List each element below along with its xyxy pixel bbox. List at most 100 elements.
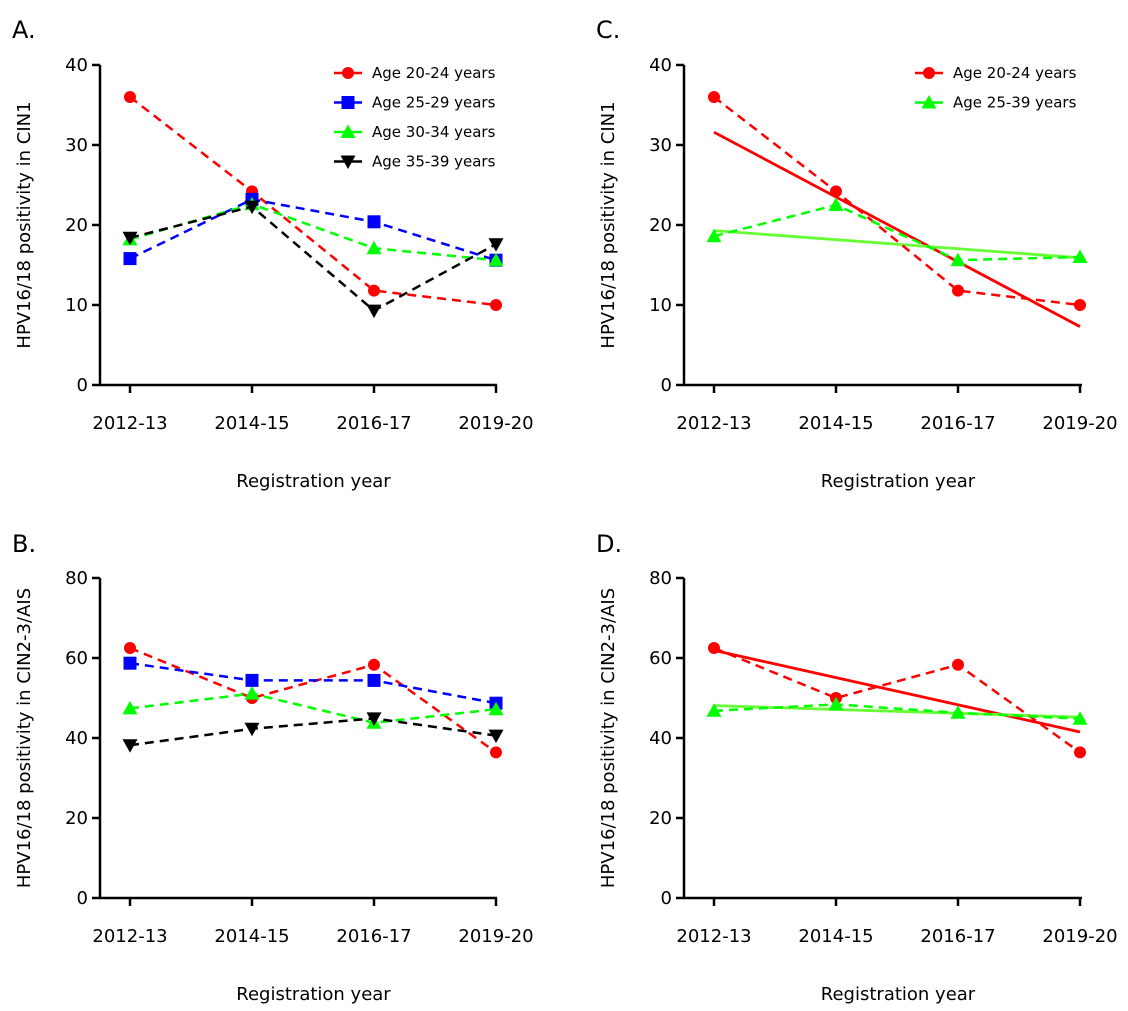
- data-point: [124, 91, 136, 103]
- data-point: [830, 185, 842, 198]
- data-point: [490, 299, 502, 311]
- x-tick-label: 2016-17: [336, 926, 411, 947]
- x-tick-label: 2016-17: [920, 413, 995, 434]
- series-line: [129, 96, 497, 307]
- data-point: [1074, 746, 1086, 759]
- data-point: [828, 197, 844, 211]
- data-point: [367, 673, 381, 687]
- data-point: [950, 705, 966, 719]
- series-line: [129, 692, 497, 725]
- y-tick-label: 20: [65, 808, 88, 829]
- y-tick-label: 0: [661, 888, 672, 909]
- y-axis-title: HPV16/18 positivity in CIN1: [598, 101, 619, 348]
- data-point: [123, 656, 137, 670]
- x-tick-label: 2019-20: [1042, 926, 1117, 947]
- y-tick-label: 40: [65, 55, 88, 76]
- data-point: [1074, 299, 1086, 311]
- data-point: [706, 703, 722, 717]
- data-point: [708, 91, 720, 103]
- series-line: [713, 96, 1081, 307]
- series-4: [122, 712, 504, 753]
- data-point: [244, 200, 260, 215]
- x-tick-label: 2019-20: [458, 413, 533, 434]
- x-tick-label: 2019-20: [458, 926, 533, 947]
- data-point: [366, 712, 382, 726]
- data-point: [950, 252, 966, 267]
- data-point: [122, 231, 138, 246]
- data-point: [952, 658, 964, 671]
- panel-label: C.: [596, 16, 620, 44]
- data-point: [708, 642, 720, 654]
- series-line: [713, 703, 1081, 721]
- chart-panel-3: C. 0 10 20 30 40 2012-13 2014-15 2016-17 2019-20 R…: [596, 16, 1118, 492]
- x-tick-label: 2019-20: [1042, 413, 1117, 434]
- legend-marker: [340, 124, 356, 138]
- series-1: [708, 642, 1086, 759]
- y-tick-label: 60: [649, 648, 672, 669]
- data-point: [1072, 249, 1088, 263]
- data-point: [122, 700, 138, 715]
- data-point: [952, 284, 964, 297]
- legend-marker: [341, 96, 355, 109]
- legend-marker: [342, 67, 354, 79]
- series-line: [129, 198, 497, 262]
- legend-label: Age 25-39 years: [953, 94, 1077, 112]
- x-tick-label: 2014-15: [798, 926, 873, 947]
- trend-line: [713, 229, 1081, 260]
- data-point: [366, 304, 382, 319]
- series-2: [706, 197, 1088, 267]
- data-point: [245, 673, 259, 687]
- y-tick-label: 0: [661, 375, 672, 396]
- series-line: [129, 661, 497, 705]
- x-tick-label: 2014-15: [798, 413, 873, 434]
- x-tick-label: 2012-13: [92, 413, 167, 434]
- y-tick-label: 20: [65, 215, 88, 236]
- legend-label: Age 25-29 years: [372, 94, 496, 112]
- x-tick-label: 2014-15: [214, 413, 289, 434]
- y-tick-label: 30: [649, 135, 672, 156]
- data-point: [1072, 711, 1088, 725]
- x-axis-title: Registration year: [236, 984, 391, 1005]
- x-axis-title: Registration year: [821, 984, 976, 1005]
- data-point: [366, 240, 382, 255]
- data-point: [488, 252, 504, 267]
- series-line: [129, 646, 497, 754]
- data-point: [124, 642, 136, 654]
- series-line: [713, 646, 1081, 754]
- y-tick-label: 10: [649, 295, 672, 316]
- panel-label: B.: [12, 530, 36, 558]
- legend-label: Age 20-24 years: [953, 64, 1077, 82]
- trend-line: [713, 704, 1081, 719]
- legend-label: Age 35-39 years: [372, 153, 496, 171]
- chart-panel-2: B. 0 20 40 60 80 2012-13 2014-15 2016-17 2019-20 R…: [12, 530, 534, 1005]
- series-2: [706, 696, 1088, 725]
- series-line: [129, 205, 497, 313]
- data-point: [244, 722, 260, 737]
- x-tick-label: 2016-17: [336, 413, 411, 434]
- x-tick-label: 2012-13: [676, 413, 751, 434]
- legend-label: Age 20-24 years: [372, 64, 496, 82]
- data-point: [828, 696, 844, 711]
- x-axis-title: Registration year: [236, 471, 391, 492]
- data-point: [488, 238, 504, 252]
- series-4: [122, 200, 504, 319]
- legend-marker: [923, 67, 935, 79]
- data-point: [706, 228, 722, 243]
- y-tick-label: 30: [65, 135, 88, 156]
- panel-label: D.: [596, 530, 622, 558]
- y-tick-label: 60: [65, 648, 88, 669]
- x-tick-label: 2012-13: [92, 926, 167, 947]
- y-tick-label: 40: [649, 728, 672, 749]
- y-axis-title: HPV16/18 positivity in CIN2-3/AIS: [598, 588, 619, 888]
- y-tick-label: 20: [649, 808, 672, 829]
- y-tick-label: 20: [649, 215, 672, 236]
- series-1: [708, 91, 1086, 311]
- y-tick-label: 40: [65, 728, 88, 749]
- data-point: [488, 701, 504, 716]
- y-tick-label: 80: [649, 568, 672, 589]
- legend-label: Age 30-34 years: [372, 123, 496, 141]
- data-point: [123, 252, 137, 266]
- series-2: [123, 192, 503, 267]
- legend: Age 20-24 years Age 25-29 years Age 30-34 …: [334, 64, 496, 171]
- data-point: [488, 729, 504, 744]
